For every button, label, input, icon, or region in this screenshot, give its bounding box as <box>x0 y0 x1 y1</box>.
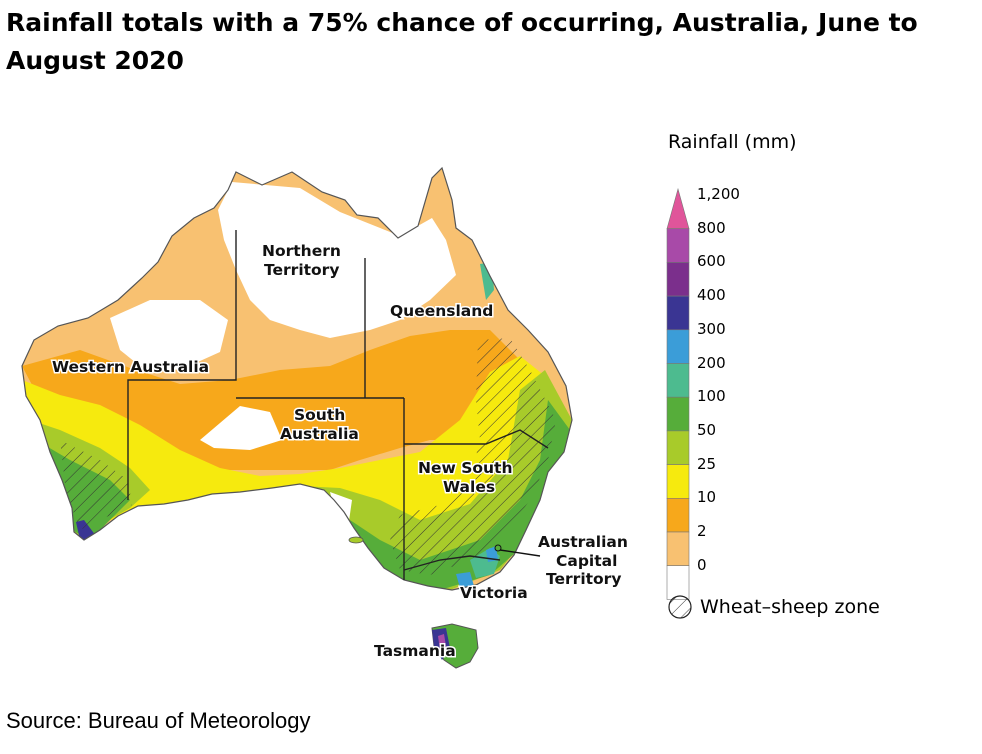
label-victoria: Victoria <box>460 584 528 602</box>
act-marker <box>494 544 502 552</box>
zone-0-2mm-wa <box>110 300 228 370</box>
wheat-sheep-legend-label: Wheat–sheep zone <box>700 596 880 618</box>
legend-tick-label: 100 <box>697 387 726 406</box>
wheat-sheep-legend-icon <box>668 595 692 619</box>
legend-tick-label: 2 <box>697 522 707 540</box>
kangaroo-island <box>348 536 364 544</box>
label-act-line1: Australian <box>538 533 628 551</box>
legend-tick-label: 10 <box>697 488 717 507</box>
legend-tick-label: 1,200 <box>697 185 740 203</box>
legend-bin <box>666 464 690 499</box>
state-borders <box>127 230 549 580</box>
legend-tick-label: 200 <box>697 353 726 372</box>
map-title: Rainfall totals with a 75% chance of occ… <box>6 8 918 75</box>
legend-bin <box>666 295 690 331</box>
label-queensland: Queensland <box>390 302 493 320</box>
legend-tick-label: 50 <box>697 420 717 439</box>
legend-bin <box>666 531 690 567</box>
zone-0-2mm-sa-inner <box>200 406 282 450</box>
legend-tick-label: 800 <box>697 218 726 237</box>
legend-tick-label: 25 <box>697 454 717 473</box>
label-nt-line1: Northern <box>262 242 341 260</box>
legend-bin-arrow <box>666 187 690 229</box>
label-tasmania: Tasmania <box>374 642 456 660</box>
legend-tick-label: 600 <box>697 252 726 271</box>
legend-bin <box>666 430 690 465</box>
zone-0-2mm-north <box>218 182 456 338</box>
legend-tick-label: 0 <box>697 555 707 574</box>
legend-color-bar <box>666 187 690 600</box>
label-nt-line2: Territory <box>264 261 339 279</box>
legend-tick-label: 400 <box>697 286 726 305</box>
legend-bin <box>666 565 690 600</box>
legend-title: Rainfall (mm) <box>668 131 797 153</box>
legend-tick-label: 300 <box>697 319 726 338</box>
label-nsw-line2: Wales <box>443 478 495 496</box>
border-wa <box>127 230 237 500</box>
legend-bin <box>666 497 690 533</box>
label-act-line3: Territory <box>546 570 621 588</box>
tasmania-west-magenta <box>438 634 446 650</box>
label-sa-line2: Australia <box>280 425 359 443</box>
wheat-sheep-zones <box>60 338 556 575</box>
legend-bin <box>666 228 690 263</box>
wheat-sheep-zone-wa <box>60 440 132 530</box>
label-act-line2: Capital <box>556 552 617 570</box>
label-nsw-line1: New South <box>418 459 513 477</box>
legend-bin <box>666 396 690 432</box>
label-sa-line1: South <box>294 406 345 424</box>
label-western-australia: Western Australia <box>52 358 209 376</box>
legend-bin <box>666 363 690 398</box>
border-nsw-vic <box>403 555 501 571</box>
zone-300-400mm <box>456 546 498 588</box>
act-leader-line <box>499 549 541 557</box>
legend-bin <box>666 329 690 364</box>
source-note: Source: Bureau of Meteorology <box>6 708 311 733</box>
legend-bin <box>666 262 690 297</box>
wheat-sheep-zone-east <box>390 338 556 575</box>
border-qld-nsw <box>404 429 549 449</box>
